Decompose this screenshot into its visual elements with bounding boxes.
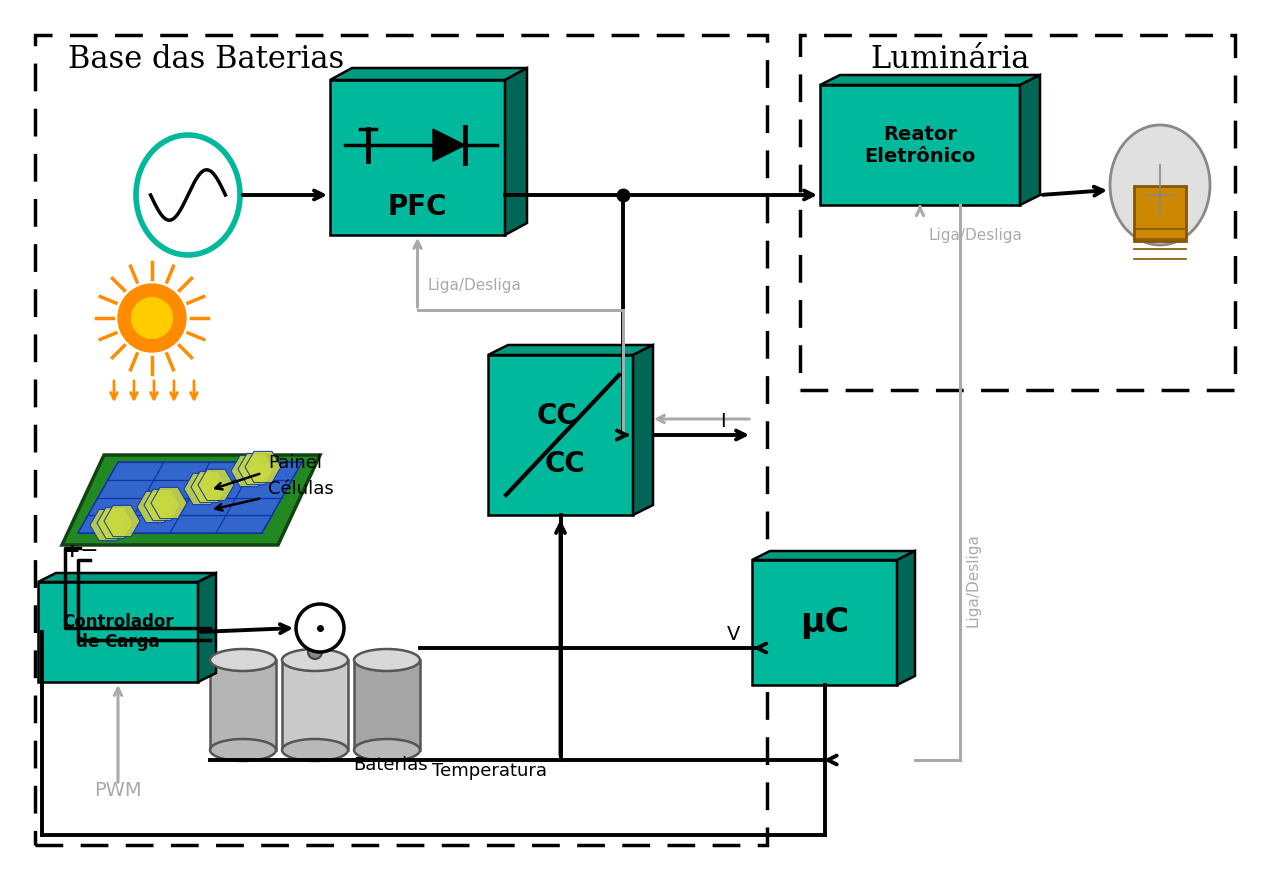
FancyBboxPatch shape <box>210 660 276 750</box>
FancyBboxPatch shape <box>282 660 348 750</box>
Polygon shape <box>505 68 527 235</box>
Polygon shape <box>433 129 465 161</box>
Text: Liga/Desliga: Liga/Desliga <box>966 533 981 627</box>
Polygon shape <box>898 551 915 685</box>
Text: Liga/Desliga: Liga/Desliga <box>428 278 522 293</box>
Text: Controlador
de Carga: Controlador de Carga <box>62 612 173 652</box>
Text: Painel: Painel <box>268 454 322 472</box>
Polygon shape <box>330 80 505 235</box>
Ellipse shape <box>354 649 420 671</box>
Text: μC: μC <box>800 606 849 639</box>
Text: I: I <box>720 412 725 431</box>
Circle shape <box>130 297 173 339</box>
Polygon shape <box>197 573 216 682</box>
Ellipse shape <box>282 649 348 671</box>
Polygon shape <box>752 560 898 685</box>
Text: PFC: PFC <box>387 193 447 221</box>
Text: CC: CC <box>544 449 585 477</box>
FancyBboxPatch shape <box>1134 186 1186 241</box>
Polygon shape <box>1020 75 1039 205</box>
Text: Liga/Desliga: Liga/Desliga <box>928 228 1022 243</box>
Circle shape <box>118 284 186 352</box>
Text: −: − <box>80 541 99 561</box>
Polygon shape <box>38 582 197 682</box>
Ellipse shape <box>210 739 276 761</box>
Text: Temperatura: Temperatura <box>433 762 547 780</box>
Polygon shape <box>330 68 527 80</box>
Text: Reator
Eletrônico: Reator Eletrônico <box>865 124 976 166</box>
Text: V: V <box>727 625 741 644</box>
Polygon shape <box>62 455 320 545</box>
Polygon shape <box>820 75 1039 85</box>
Polygon shape <box>78 462 303 533</box>
Polygon shape <box>633 345 653 515</box>
Text: Luminária: Luminária <box>870 44 1029 75</box>
Ellipse shape <box>1110 125 1210 245</box>
Text: CC: CC <box>536 402 577 430</box>
Text: PWM: PWM <box>94 781 142 800</box>
Circle shape <box>296 604 344 652</box>
Polygon shape <box>487 345 653 355</box>
Polygon shape <box>487 355 633 515</box>
Ellipse shape <box>210 649 276 671</box>
Circle shape <box>308 645 322 659</box>
Polygon shape <box>752 551 915 560</box>
Polygon shape <box>820 85 1020 205</box>
Ellipse shape <box>282 739 348 761</box>
FancyBboxPatch shape <box>354 660 420 750</box>
Text: Base das Baterias: Base das Baterias <box>68 44 344 75</box>
Ellipse shape <box>354 739 420 761</box>
Text: +: + <box>65 542 81 561</box>
Text: Células: Células <box>268 480 334 498</box>
Polygon shape <box>38 573 216 582</box>
Text: Baterias: Baterias <box>353 756 428 774</box>
